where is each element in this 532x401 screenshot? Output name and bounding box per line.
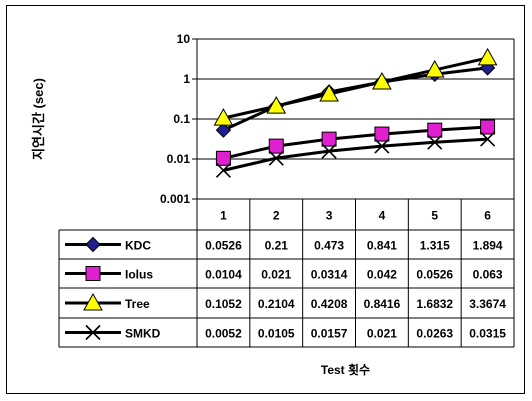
legend-label-smkd: SMKD — [125, 327, 161, 341]
legend-label-kdc: KDC — [125, 239, 151, 253]
table-value: 0.0314 — [311, 268, 348, 282]
data-point-iolus — [215, 150, 231, 166]
data-point-kdc — [215, 122, 232, 138]
x-category-label: 4 — [379, 209, 386, 223]
data-point-iolus — [268, 138, 284, 154]
data-point-tree — [372, 71, 392, 90]
data-point-smkd — [268, 150, 284, 166]
data-point-smkd — [321, 143, 337, 159]
x-category-label: 3 — [326, 209, 333, 223]
chart-frame: 10 1 0.1 0.01 0.001 지연시간 (sec) 1 2 3 4 5 6 KDC 0.0526… — [6, 5, 525, 394]
table-value: 0.0104 — [205, 268, 242, 282]
data-point-smkd — [480, 131, 496, 147]
x-axis-label: Test 횟수 — [321, 362, 370, 377]
legend-marker-iolus — [85, 266, 101, 281]
data-point-tree — [477, 47, 498, 66]
table-value: 0.8416 — [364, 297, 401, 311]
legend-marker-smkd — [85, 324, 101, 341]
y-tick-label: 1 — [183, 72, 190, 86]
series-line-smkd — [223, 137, 488, 172]
table-value: 1.6832 — [416, 297, 453, 311]
table-value: 0.2104 — [258, 297, 295, 311]
table-value: 0.0105 — [258, 327, 295, 341]
legend-marker-kdc — [85, 236, 101, 253]
table-value: 0.841 — [367, 239, 397, 253]
legend-label-iolus: Iolus — [125, 268, 153, 282]
data-point-iolus — [427, 122, 443, 138]
y-tick-label: 0.01 — [167, 152, 191, 166]
x-category-label: 5 — [431, 209, 438, 223]
data-point-tree — [424, 59, 445, 78]
data-point-tree — [266, 96, 287, 114]
data-point-iolus — [480, 119, 496, 135]
legend-marker-tree — [83, 292, 103, 311]
y-tick-label: 0.1 — [173, 112, 190, 126]
table-value: 0.473 — [314, 239, 344, 253]
table-value: 0.042 — [367, 268, 397, 282]
x-category-label: 2 — [273, 209, 280, 223]
data-point-smkd — [374, 138, 390, 154]
data-point-smkd — [215, 162, 231, 178]
table-value: 0.0315 — [469, 327, 506, 341]
table-value: 0.0526 — [416, 268, 453, 282]
table-value: 0.21 — [265, 239, 289, 253]
table-value: 0.021 — [367, 327, 397, 341]
table-value: 0.0052 — [205, 327, 242, 341]
series-line-tree — [223, 56, 488, 120]
chart-svg: 10 1 0.1 0.01 0.001 지연시간 (sec) 1 2 3 4 5 6 KDC 0.0526… — [31, 32, 515, 377]
legend-label-tree: Tree — [125, 297, 150, 311]
data-point-tree — [319, 84, 339, 102]
data-point-iolus — [321, 131, 337, 147]
table-value: 0.021 — [261, 268, 291, 282]
series-line-kdc — [222, 66, 488, 132]
x-category-label: 1 — [220, 209, 227, 223]
data-point-tree — [213, 108, 234, 126]
table-value: 1.315 — [420, 239, 450, 253]
table-value: 3.3674 — [469, 297, 506, 311]
table-value: 0.063 — [473, 268, 503, 282]
table-value: 0.4208 — [311, 297, 348, 311]
table-value: 0.0157 — [311, 327, 348, 341]
y-tick-label: 10 — [177, 32, 191, 46]
table-value: 1.894 — [473, 239, 503, 253]
y-axis-label: 지연시간 (sec) — [31, 78, 46, 160]
x-category-label: 6 — [484, 209, 491, 223]
table-value: 0.1052 — [205, 297, 242, 311]
data-point-smkd — [427, 134, 443, 150]
y-tick-label: 0.001 — [160, 192, 190, 206]
series-line-iolus — [223, 125, 488, 160]
table-value: 0.0263 — [416, 327, 453, 341]
table-value: 0.0526 — [205, 239, 242, 253]
data-point-iolus — [374, 126, 390, 142]
